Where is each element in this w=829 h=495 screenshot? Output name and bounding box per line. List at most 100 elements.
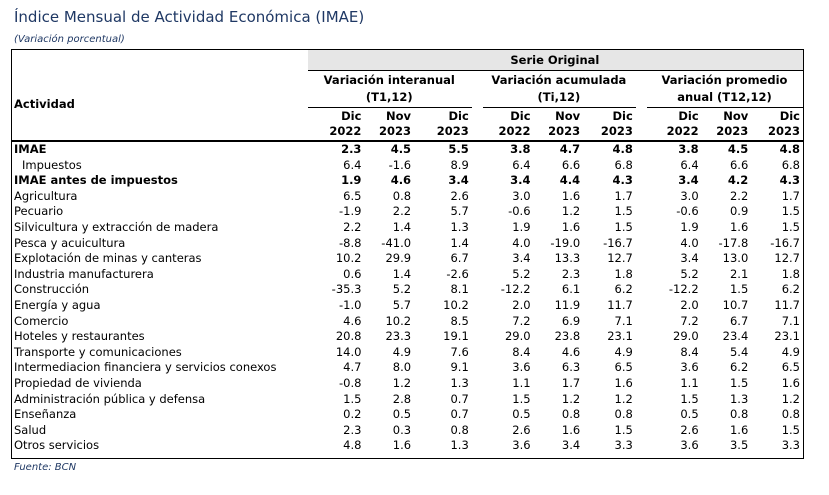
value-cell: 13.3 xyxy=(554,251,581,266)
value-cell: 2.0 xyxy=(512,297,531,312)
value-cell: 1.5 xyxy=(729,282,749,297)
value-cell: 1.6 xyxy=(614,375,633,390)
activity-label: IMAE xyxy=(14,142,47,156)
value-cell: 7.2 xyxy=(512,313,531,328)
group-gap xyxy=(472,204,483,220)
value-cell: 8.4 xyxy=(680,344,699,359)
value-cell: 1.1 xyxy=(512,375,531,390)
value-cell: -1.6 xyxy=(388,157,412,172)
value-cell: 0.2 xyxy=(343,407,362,422)
value-cell: 29.9 xyxy=(385,251,412,266)
value-cell: 6.2 xyxy=(614,282,633,297)
value-cell: 2.3 xyxy=(341,142,362,156)
value-cell: 1.1 xyxy=(680,375,699,390)
value-cell: 4.0 xyxy=(680,235,699,250)
value-cell: 1.4 xyxy=(392,266,412,281)
serie-original-header: Serie Original xyxy=(307,50,803,71)
value-cell: 4.3 xyxy=(779,173,800,188)
header-blank xyxy=(12,50,308,71)
value-cell: 8.4 xyxy=(512,344,531,359)
group-gap xyxy=(472,298,483,314)
period-year: 2023 xyxy=(436,124,469,138)
group-gap xyxy=(636,204,647,220)
value-cell: 7.2 xyxy=(680,313,699,328)
value-cell: 3.6 xyxy=(680,360,699,375)
group-gap xyxy=(636,251,647,267)
value-cell: 4.9 xyxy=(614,344,633,359)
activity-label: Intermediacion financiera y servicios co… xyxy=(14,360,277,375)
value-cell: 1.5 xyxy=(781,422,800,437)
value-cell: 4.6 xyxy=(343,313,362,328)
value-cell: -0.6 xyxy=(676,204,699,219)
value-cell: 1.2 xyxy=(561,204,581,219)
group-gap xyxy=(636,438,647,454)
table-row: IMAE 2.3 4.5 5.5 3.8 4.7 4.8 3.8 4.5 4.8 xyxy=(12,141,803,158)
group-gap xyxy=(636,407,647,423)
value-cell: 3.4 xyxy=(512,251,531,266)
group-gap xyxy=(636,141,647,158)
period-month: Dic xyxy=(678,109,699,123)
value-cell: 5.7 xyxy=(450,204,469,219)
value-cell: 0.6 xyxy=(343,266,362,281)
group-header-line: (T1,12) xyxy=(365,90,413,104)
value-cell: 11.7 xyxy=(774,297,800,312)
value-cell: 10.7 xyxy=(722,297,749,312)
value-cell: 6.1 xyxy=(561,282,581,297)
value-cell: 11.7 xyxy=(607,297,633,312)
value-cell: 6.6 xyxy=(729,157,749,172)
value-cell: 2.2 xyxy=(343,219,362,234)
period-month: Dic xyxy=(510,109,531,123)
value-cell: 5.4 xyxy=(729,344,749,359)
value-cell: 6.3 xyxy=(561,360,581,375)
group-gap xyxy=(472,173,483,189)
actividad-header: Actividad xyxy=(12,70,308,142)
activity-label: Energía y agua xyxy=(14,297,101,312)
value-cell: 3.4 xyxy=(448,173,469,188)
value-cell: 13.0 xyxy=(722,251,749,266)
value-cell: 6.4 xyxy=(680,157,699,172)
activity-label: Pecuario xyxy=(14,204,64,219)
group-gap xyxy=(635,107,647,142)
value-cell: 11.9 xyxy=(554,297,581,312)
table-row: Propiedad de vivienda -0.8 1.2 1.3 1.1 1.7 1.6… xyxy=(12,376,803,392)
activity-label: Impuestos xyxy=(22,157,82,172)
value-cell: 0.7 xyxy=(450,407,469,422)
value-cell: 1.7 xyxy=(781,188,800,203)
value-cell: 1.4 xyxy=(450,235,469,250)
period-column-header: Nov 2023 xyxy=(701,107,752,142)
group-gap xyxy=(636,220,647,236)
group-gap xyxy=(472,141,483,158)
value-cell: 3.4 xyxy=(561,438,581,453)
value-cell: 0.3 xyxy=(392,422,412,437)
group-gap xyxy=(636,345,647,361)
value-cell: 6.5 xyxy=(614,360,633,375)
value-cell: 5.2 xyxy=(392,282,412,297)
value-cell: 29.0 xyxy=(504,329,531,344)
value-cell: 3.8 xyxy=(510,142,531,156)
value-cell: 3.4 xyxy=(680,251,699,266)
period-month: Nov xyxy=(386,109,412,123)
activity-label: Administración pública y defensa xyxy=(14,391,206,406)
activity-label: Explotación de minas y canteras xyxy=(14,251,202,266)
value-cell: 1.8 xyxy=(781,266,800,281)
value-cell: 23.1 xyxy=(607,329,633,344)
value-cell: 4.6 xyxy=(561,344,581,359)
table-row: Comercio 4.6 10.2 8.5 7.2 6.9 7.1 7.2 6.7 7.1 xyxy=(12,314,803,330)
period-column-header: Dic 2023 xyxy=(583,107,636,142)
period-month: Dic xyxy=(341,109,362,123)
value-cell: 1.3 xyxy=(450,219,469,234)
table-row: Administración pública y defensa 1.5 2.8 0.… xyxy=(12,392,803,408)
value-cell: 4.8 xyxy=(779,142,800,156)
value-cell: 7.1 xyxy=(781,313,800,328)
value-cell: 1.5 xyxy=(781,219,800,234)
value-cell: 3.3 xyxy=(614,438,633,453)
period-month: Nov xyxy=(555,109,581,123)
column-header-row: Dic 2022 Nov 2023 Dic 2023 Dic 2022 Nov 2023 Dic 20… xyxy=(12,107,803,142)
activity-label: Transporte y comunicaciones xyxy=(14,344,182,359)
table-row: Pesca y acuicultura -8.8 -41.0 1.4 4.0 -19.0 -… xyxy=(12,236,803,252)
group-gap xyxy=(636,71,647,108)
value-cell: 1.9 xyxy=(512,219,531,234)
value-cell: 12.7 xyxy=(774,251,800,266)
value-cell: 6.8 xyxy=(614,157,633,172)
group-header-line: Variación acumulada xyxy=(491,73,627,87)
